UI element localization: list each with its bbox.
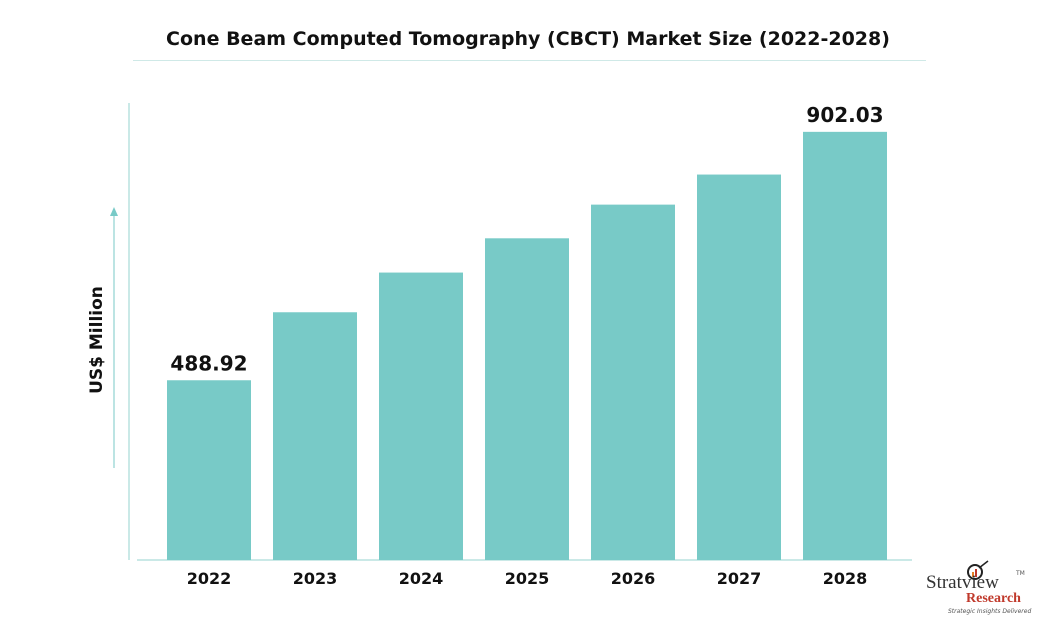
data-label: 488.92 (170, 351, 247, 375)
y-axis-arrow-icon (110, 207, 118, 216)
x-tick-label: 2028 (823, 569, 868, 588)
logo-magnifier-icon (967, 560, 989, 580)
x-tick-label: 2024 (399, 569, 444, 588)
bar-2027 (697, 174, 781, 560)
bar-2028 (803, 131, 887, 560)
y-axis-label: US$ Million (87, 286, 107, 394)
bar-2025 (485, 238, 569, 560)
x-tick-label: 2027 (717, 569, 762, 588)
x-tick-label: 2025 (505, 569, 550, 588)
chart-title: Cone Beam Computed Tomography (CBCT) Mar… (166, 28, 890, 50)
bar-2022 (167, 380, 251, 560)
bar-2024 (379, 272, 463, 560)
bar-2026 (591, 204, 675, 560)
data-label: 902.03 (806, 103, 883, 127)
title-divider (133, 60, 926, 61)
x-tick-label: 2022 (187, 569, 232, 588)
stratview-logo: Stratview TM Research Strategic Insights… (926, 560, 1036, 620)
x-tick-label: 2023 (293, 569, 338, 588)
bar-2023 (273, 312, 357, 560)
x-tick-label: 2026 (611, 569, 656, 588)
